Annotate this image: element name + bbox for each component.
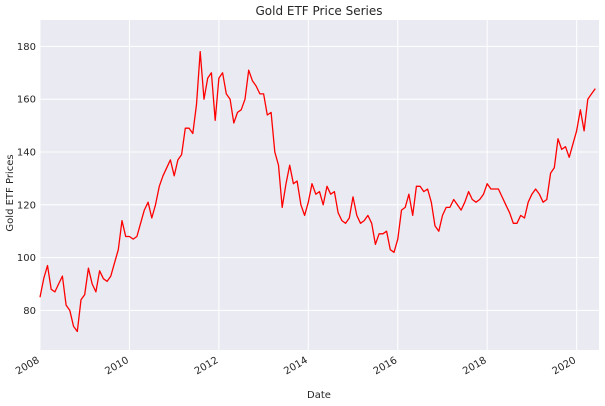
y-tick-label: 180 [17, 42, 36, 53]
chart-title: Gold ETF Price Series [255, 4, 382, 18]
x-tick-label: 2020 [551, 355, 579, 377]
x-tick-label: 2012 [193, 355, 221, 377]
y-tick-label: 160 [17, 95, 36, 106]
x-axis-label: Date [307, 390, 331, 401]
y-tick-label: 120 [17, 200, 36, 211]
y-tick-label: 100 [17, 253, 36, 264]
plot-area [40, 20, 599, 350]
y-tick-label: 80 [23, 306, 36, 317]
x-tick-label: 2016 [372, 355, 400, 377]
x-tick-label: 2010 [103, 355, 131, 377]
x-tick-label: 2014 [282, 355, 310, 377]
series-line [39, 51, 596, 333]
x-tick-label: 2018 [461, 355, 489, 377]
y-tick-label: 140 [17, 148, 36, 159]
y-axis-label: Gold ETF Prices [5, 154, 16, 231]
x-tick-label: 2008 [14, 355, 42, 377]
